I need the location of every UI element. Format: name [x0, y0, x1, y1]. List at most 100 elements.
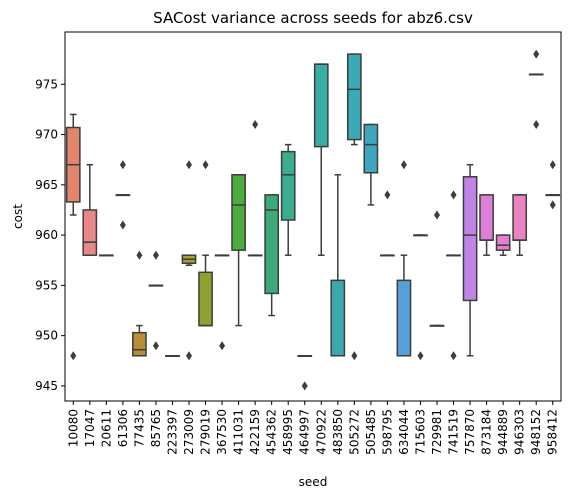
box-iqr	[264, 194, 280, 295]
box-iqr	[495, 234, 511, 251]
box-iqr	[280, 150, 296, 221]
outlier-marker	[152, 341, 159, 351]
x-tick-label: 715603	[413, 409, 427, 455]
x-axis-label: seed	[299, 475, 328, 489]
box-iqr	[313, 63, 329, 148]
x-tick-label: 873184	[480, 409, 494, 455]
outlier-marker	[119, 220, 126, 230]
outlier-marker	[533, 49, 540, 59]
x-tick-label: 483850	[331, 409, 345, 455]
x-tick-label: 223397	[165, 409, 179, 455]
x-tick-label: 279019	[199, 409, 213, 455]
box-iqr	[479, 194, 494, 241]
box-iqr	[462, 176, 478, 302]
outlier-marker	[219, 341, 226, 351]
x-tick-label: 422159	[248, 409, 262, 455]
x-tick-label: 411031	[232, 409, 246, 455]
box-iqr	[346, 53, 362, 141]
y-tick-label: 970	[35, 128, 58, 142]
box-958412	[545, 160, 561, 210]
outlier-marker	[434, 210, 440, 220]
y-axis-label: cost	[11, 204, 25, 229]
y-axis: 945 950 955 960 965 970 975	[35, 77, 65, 393]
outlier-marker	[384, 190, 391, 200]
x-tick-label: 505272	[347, 409, 361, 455]
x-tick-label: 20611	[99, 409, 113, 447]
box-505272	[346, 53, 362, 361]
y-tick-label: 960	[35, 228, 58, 242]
box-634044	[396, 160, 412, 357]
x-tick-label: 367530	[215, 409, 229, 455]
outlier-marker	[70, 351, 77, 361]
x-tick-label: 464997	[298, 409, 312, 455]
box-741519	[446, 190, 461, 361]
x-tick-label: 273009	[182, 409, 196, 455]
box-77435	[132, 250, 147, 357]
box-729981	[429, 210, 445, 327]
box-458995	[280, 143, 296, 256]
box-464997	[297, 355, 313, 391]
box-iqr	[363, 123, 379, 174]
box-470922	[313, 63, 329, 256]
box-iqr	[330, 279, 346, 357]
box-iqr	[512, 194, 528, 241]
plot-frame	[64, 31, 562, 402]
x-tick-label: 470922	[314, 409, 328, 455]
x-tick-label: 944889	[496, 409, 510, 455]
box-85765	[148, 250, 164, 351]
x-tick-label: 77435	[132, 409, 146, 447]
outlier-marker	[152, 250, 159, 260]
box-715603	[413, 234, 428, 361]
outlier-marker	[351, 351, 358, 361]
x-tick-label: 505485	[364, 409, 378, 455]
x-axis: 10080 17047 20611 61306 77435 85765 223397 2730…	[66, 401, 560, 455]
x-tick-label: 948152	[529, 409, 543, 455]
chart-title: SACost variance across seeds for abz6.cs…	[153, 9, 473, 27]
x-tick-label: 458995	[281, 409, 295, 455]
outlier-marker	[186, 160, 192, 170]
y-tick-label: 975	[35, 77, 58, 91]
box-598795	[380, 190, 395, 257]
box-948152	[528, 49, 544, 130]
outlier-marker	[119, 160, 126, 170]
x-tick-label: 454362	[265, 409, 279, 455]
outlier-marker	[301, 381, 308, 391]
x-tick-label: 17047	[83, 409, 97, 447]
box-944889	[495, 234, 511, 256]
box-279019	[198, 160, 213, 327]
x-tick-label: 10080	[66, 409, 80, 447]
box-iqr	[198, 271, 213, 327]
outlier-marker	[202, 160, 209, 170]
box-61306	[115, 160, 131, 230]
box-iqr	[132, 331, 147, 357]
box-411031	[231, 174, 246, 327]
y-tick-label: 945	[35, 379, 58, 393]
x-tick-label: 61306	[116, 409, 130, 447]
box-757870	[462, 163, 478, 357]
box-367530	[214, 254, 230, 351]
box-223397	[165, 355, 180, 358]
box-483850	[330, 174, 346, 357]
x-tick-label: 634044	[397, 409, 411, 455]
box-454362	[264, 194, 280, 317]
box-422159	[247, 120, 263, 257]
box-946303	[512, 194, 528, 256]
outlier-marker	[450, 190, 457, 200]
y-tick-label: 965	[35, 178, 58, 192]
x-tick-label: 741519	[447, 409, 461, 455]
y-tick-label: 950	[35, 329, 58, 343]
box-873184	[479, 194, 494, 256]
outlier-marker	[400, 160, 407, 170]
x-tick-label: 729981	[430, 409, 444, 455]
outlier-marker	[186, 351, 192, 361]
outlier-marker	[417, 351, 424, 361]
x-tick-label: 958412	[546, 409, 560, 455]
outlier-marker	[549, 160, 556, 170]
x-tick-label: 757870	[463, 409, 477, 455]
x-tick-label: 85765	[149, 409, 163, 447]
box-iqr	[396, 279, 412, 357]
outlier-marker	[549, 200, 556, 210]
outlier-marker	[450, 351, 457, 361]
y-tick-label: 955	[35, 278, 58, 292]
